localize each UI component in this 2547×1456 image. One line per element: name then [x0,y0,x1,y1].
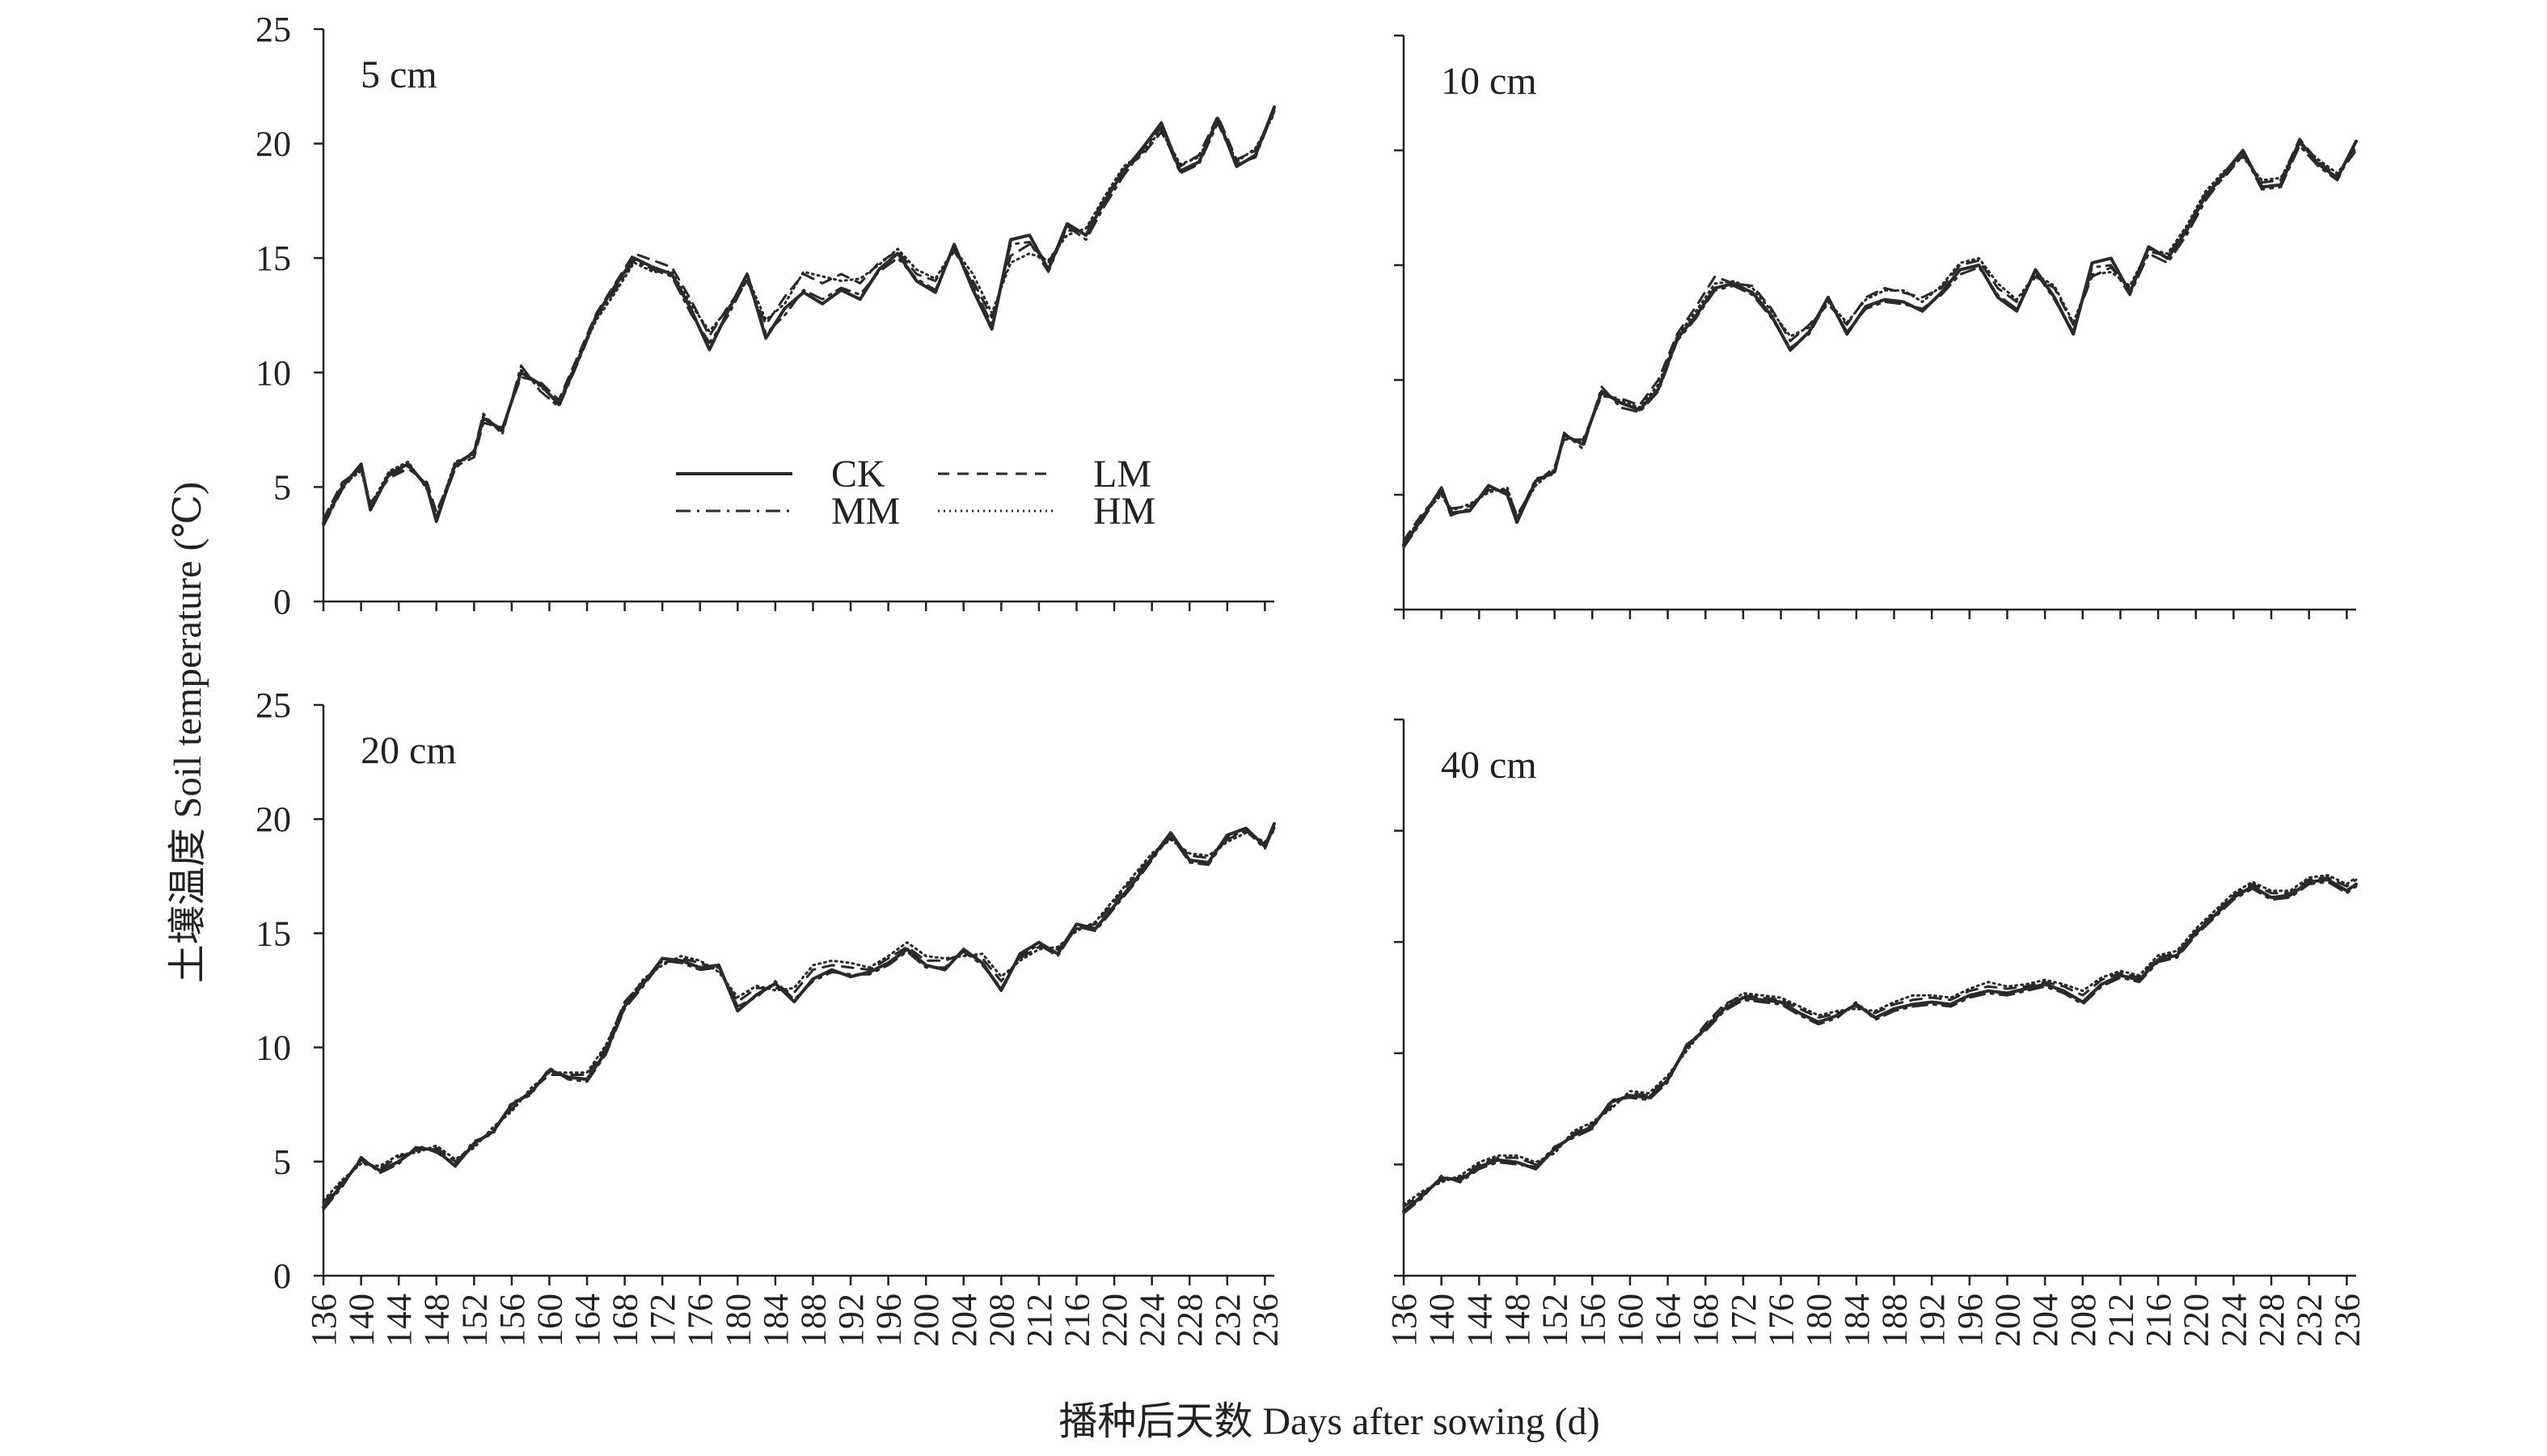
y-tick-label: 5 [273,1142,291,1182]
x-tick-label: 200 [906,1294,946,1347]
y-tick-label: 10 [256,353,291,393]
x-tick-label: 136 [1384,1294,1424,1347]
x-tick-label: 180 [1799,1294,1839,1347]
x-tick-label: 232 [2290,1294,2329,1347]
x-tick-label: 152 [454,1294,494,1347]
y-tick-label: 5 [273,467,291,507]
series-line-hm [322,829,1276,1202]
series-line-mm [1402,880,2358,1215]
x-tick-label: 180 [718,1294,758,1347]
x-tick-label: 204 [944,1294,984,1347]
x-tick-label: 204 [2025,1294,2065,1347]
legend: CK LM MM HM [676,453,1155,533]
x-tick-label: 192 [831,1294,871,1347]
series-line-lm [1402,137,2358,542]
x-tick-label: 176 [681,1294,720,1347]
x-tick-label: 136 [304,1294,344,1347]
x-tick-label: 232 [1208,1294,1248,1347]
x-tick-label: 228 [2252,1294,2291,1347]
y-tick-label: 25 [256,686,291,725]
x-tick-label: 208 [2063,1294,2103,1347]
x-tick-label: 168 [606,1294,645,1347]
series-line-ck [1402,139,2358,547]
x-tick-label: 236 [1245,1294,1285,1347]
x-tick-label: 196 [869,1294,909,1347]
panel-label: 5 cm [361,53,437,96]
series-line-ck [1402,878,2358,1213]
x-tick-label: 208 [982,1294,1021,1347]
x-tick-label: 224 [2214,1294,2253,1347]
y-tick-label: 15 [256,238,291,278]
x-tick-label: 216 [2139,1294,2178,1347]
y-axis-title: 土壤温度 Soil temperature (℃) [167,482,209,983]
legend-label-lm: LM [1093,453,1151,496]
x-tick-label: 212 [2101,1294,2140,1347]
x-tick-label: 184 [756,1294,796,1347]
x-tick-label: 160 [1611,1294,1650,1347]
x-tick-label: 156 [1573,1294,1612,1347]
y-tick-label: 0 [273,582,291,622]
x-tick-label: 220 [2177,1294,2216,1347]
x-tick-label: 188 [1874,1294,1914,1347]
x-tick-label: 140 [1422,1294,1462,1347]
panel-5cm: 0 5 10 15 20 25 5 cm [256,10,1276,622]
y-tick-label: 0 [273,1256,291,1296]
x-tick-label: 200 [1987,1294,2027,1347]
x-tick-label: 144 [379,1294,419,1347]
x-tick-label: 144 [1459,1294,1499,1347]
x-tick-label: 152 [1535,1294,1575,1347]
x-tick-label: 236 [2327,1294,2367,1347]
x-tick-label: 148 [417,1294,457,1347]
x-tick-label: 172 [1724,1294,1763,1347]
x-tick-label: 184 [1837,1294,1877,1347]
panel-label: 20 cm [361,729,457,772]
y-tick-label: 20 [256,124,291,164]
x-tick-label: 196 [1950,1294,1990,1347]
x-tick-label: 192 [1912,1294,1952,1347]
x-tick-label: 212 [1020,1294,1059,1347]
series-line-hm [322,112,1276,523]
legend-label-ck: CK [831,453,885,496]
x-tick-label: 168 [1686,1294,1725,1347]
panel-10cm: 10 cm [1394,34,2358,619]
y-tick-label: 20 [256,800,291,839]
x-tick-label: 216 [1057,1294,1096,1347]
y-tick-label: 10 [256,1028,291,1068]
panel-label: 10 cm [1441,60,1537,103]
x-tick-label: 164 [1649,1294,1688,1347]
panel-40cm: 1361401441481521561601641681721761801841… [1384,718,2367,1347]
x-tick-label: 156 [492,1294,532,1347]
x-tick-label: 172 [643,1294,682,1347]
x-tick-label: 160 [530,1294,569,1347]
x-axis-title: 播种后天数 Days after sowing (d) [1058,1400,1599,1443]
series-line-hm [1402,874,2358,1206]
x-tick-label: 188 [793,1294,833,1347]
series-line-mm [1402,142,2358,549]
x-tick-label: 164 [568,1294,607,1347]
series-line-hm [1402,142,2358,545]
panel-label: 40 cm [1441,744,1537,787]
y-tick-label: 25 [256,10,291,49]
x-tick-label: 228 [1170,1294,1210,1347]
x-tick-label: 220 [1095,1294,1134,1347]
x-tick-label: 224 [1133,1294,1172,1347]
x-tick-label: 148 [1497,1294,1537,1347]
legend-label-hm: HM [1093,490,1155,533]
x-tick-label: 176 [1762,1294,1801,1347]
y-tick-label: 15 [256,914,291,953]
x-tick-label: 140 [342,1294,382,1347]
series-line-lm [322,110,1276,521]
legend-label-mm: MM [831,490,900,533]
panel-20cm: 0 5 10 15 20 25 136140144148152156160164168172… [256,686,1285,1347]
